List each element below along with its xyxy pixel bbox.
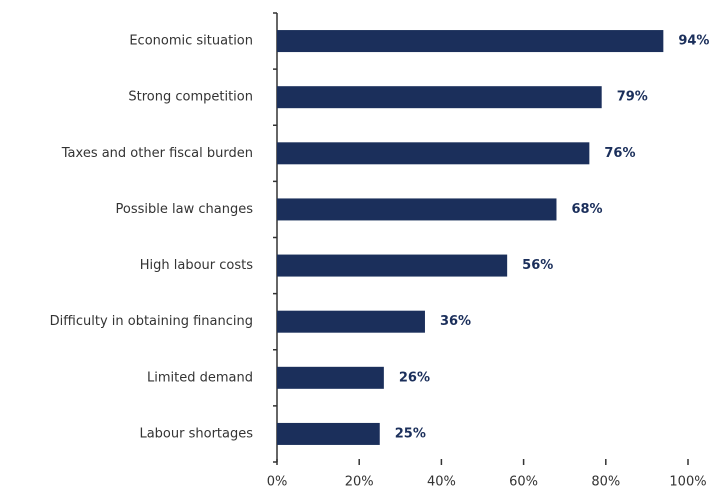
y-tick-label: High labour costs: [140, 258, 253, 273]
bar: [277, 142, 590, 165]
x-tick-label: 0%: [267, 475, 288, 490]
value-label: 25%: [395, 426, 426, 441]
y-tick-label: Difficulty in obtaining financing: [50, 314, 253, 329]
value-label: 36%: [440, 314, 471, 329]
bar: [277, 198, 557, 221]
y-tick-label: Taxes and other fiscal burden: [61, 146, 253, 161]
value-label: 76%: [604, 146, 635, 161]
bar: [277, 422, 380, 445]
x-tick-label: 40%: [427, 475, 456, 490]
bar: [277, 30, 664, 53]
x-tick-label: 60%: [509, 475, 538, 490]
x-tick-label: 100%: [669, 475, 706, 490]
value-label: 68%: [571, 202, 602, 217]
bar: [277, 310, 425, 333]
y-tick-label: Possible law changes: [116, 202, 254, 217]
bar: [277, 366, 384, 389]
x-tick-label: 20%: [345, 475, 374, 490]
bar: [277, 86, 602, 109]
x-tick-label: 80%: [591, 475, 620, 490]
bar: [277, 254, 508, 277]
y-tick-label: Economic situation: [129, 34, 253, 49]
value-label: 56%: [522, 258, 553, 273]
value-label: 79%: [617, 90, 648, 105]
value-label: 94%: [678, 34, 709, 49]
y-tick-label: Labour shortages: [139, 426, 253, 441]
y-tick-label: Limited demand: [147, 370, 253, 385]
y-tick-label: Strong competition: [128, 90, 253, 105]
value-label: 26%: [399, 370, 430, 385]
